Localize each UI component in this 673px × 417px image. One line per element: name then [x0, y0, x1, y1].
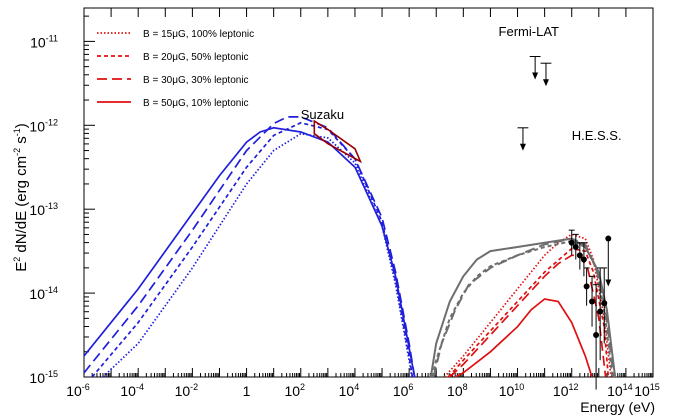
- x-tick-label: 10-4: [120, 382, 144, 399]
- y-tick-label: 10-12: [29, 117, 58, 134]
- hess-ul-arrow: [605, 279, 612, 287]
- x-tick-label: 104: [339, 382, 360, 399]
- y-tick-label: 10-15: [29, 369, 58, 386]
- fermi-ul-arrow: [542, 79, 549, 87]
- ic-curve-long: [449, 254, 607, 377]
- y-tick-label: 10-14: [29, 285, 58, 302]
- annotation-label: H.E.S.S.: [572, 128, 622, 143]
- synchrotron-curve-dot: [102, 132, 413, 377]
- x-tick-label: 106: [393, 382, 414, 399]
- x-tick-label: 1010: [499, 382, 525, 399]
- hess-point: [593, 332, 600, 339]
- ic-curve-solid: [454, 298, 593, 377]
- annotation-label: Suzaku: [301, 107, 344, 122]
- ic-curve-dot: [443, 233, 612, 377]
- fermi-ul-arrow: [519, 143, 526, 151]
- x-tick-label: 1012: [553, 382, 579, 399]
- y-tick-label: 10-11: [30, 33, 58, 50]
- total-curve-long: [432, 237, 615, 377]
- x-tick-label: 10-6: [66, 382, 90, 399]
- axis-labels: 10-6 10-4 10-2 1 102 104 106 108 1010 1012 1014 101…: [12, 24, 660, 415]
- x-axis-title: Energy (eV): [580, 399, 655, 415]
- legend-label: B = 30μG, 30% leptonic: [143, 75, 249, 86]
- hess-point: [601, 300, 608, 307]
- x-tick-label: 1014: [607, 382, 633, 399]
- legend-label: B = 20μG, 50% leptonic: [143, 52, 249, 63]
- hess-point: [576, 252, 583, 259]
- hess-point: [572, 243, 579, 250]
- annotation-label: Fermi-LAT: [499, 24, 559, 39]
- model-curves: [84, 116, 617, 377]
- total-curve-solid: [429, 237, 617, 377]
- hess-point: [589, 298, 596, 305]
- synchrotron-curve-solid: [84, 126, 416, 377]
- fermi-ul-arrow: [532, 72, 539, 80]
- y-tick-label: 10-13: [29, 201, 58, 218]
- x-tick-label: 108: [447, 382, 468, 399]
- hess-point: [568, 239, 575, 246]
- x-tick-label: 1015: [634, 382, 660, 399]
- synchrotron-curve-short: [91, 121, 414, 377]
- y-axis-title: E2 dN/dE (erg cm-2 s-1): [12, 123, 30, 272]
- x-tick-label: 1: [243, 383, 251, 399]
- legend: B = 15μG, 100% leptonic B = 20μG, 50% lep…: [97, 29, 254, 109]
- hess-point: [597, 308, 604, 315]
- hess-point: [580, 256, 587, 263]
- suzaku-bowtie: [313, 119, 363, 164]
- data-markers: [313, 55, 612, 390]
- synchrotron-curve-long: [84, 116, 416, 377]
- legend-label: B = 50μG, 10% leptonic: [143, 98, 249, 109]
- x-tick-label: 102: [284, 382, 305, 399]
- plot-frame: [83, 7, 654, 378]
- plot-area-border: [83, 7, 654, 378]
- ic-curve-short: [447, 247, 610, 377]
- hess-point: [605, 235, 612, 242]
- x-tick-label: 10-2: [175, 382, 199, 399]
- hess-point: [583, 283, 590, 290]
- legend-label: B = 15μG, 100% leptonic: [143, 29, 254, 40]
